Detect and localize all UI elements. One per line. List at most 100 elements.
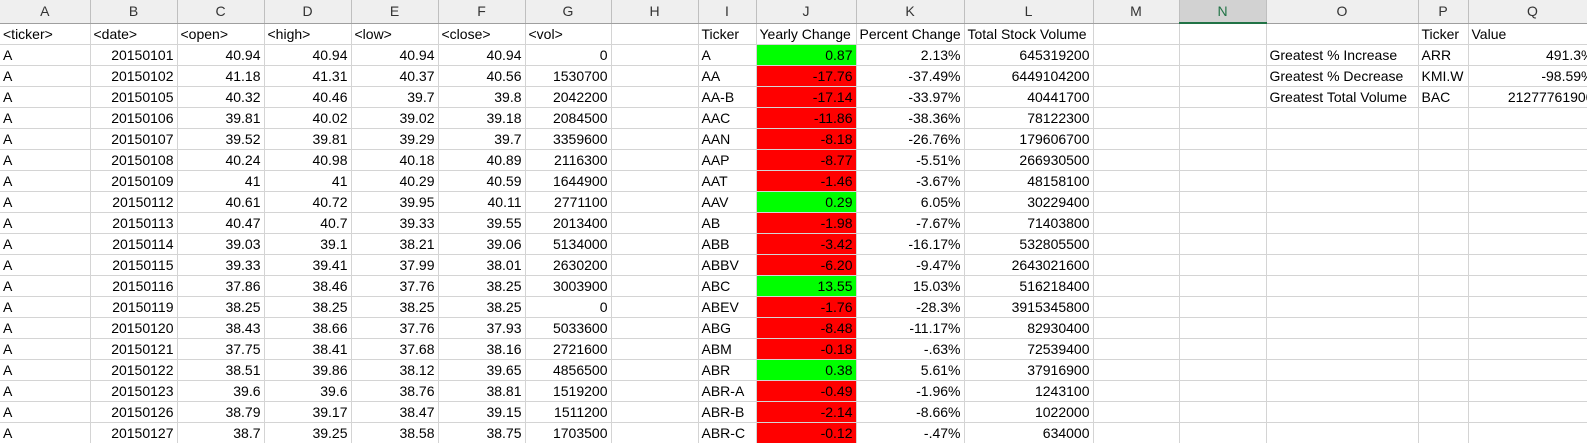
cell-m6[interactable] bbox=[1093, 128, 1180, 150]
cell-f16[interactable]: 38.16 bbox=[438, 338, 526, 360]
cell-l6[interactable]: 179606700 bbox=[964, 128, 1094, 150]
cell-c19[interactable]: 38.79 bbox=[177, 401, 265, 423]
cell-b4[interactable]: 20150105 bbox=[90, 86, 178, 108]
cell-g14[interactable]: 0 bbox=[525, 296, 612, 318]
cell-j4[interactable]: -17.14 bbox=[756, 86, 857, 108]
cell-k9[interactable]: 6.05% bbox=[856, 191, 965, 213]
cell-c13[interactable]: 37.86 bbox=[177, 275, 265, 297]
cell-e3[interactable]: 40.37 bbox=[351, 65, 439, 87]
cell-n3[interactable] bbox=[1179, 65, 1267, 87]
cell-d20[interactable]: 39.25 bbox=[264, 422, 352, 443]
cell-e19[interactable]: 38.47 bbox=[351, 401, 439, 423]
cell-n8[interactable] bbox=[1179, 170, 1267, 192]
cell-e20[interactable]: 38.58 bbox=[351, 422, 439, 443]
cell-n4[interactable] bbox=[1179, 86, 1267, 108]
cell-j17[interactable]: 0.38 bbox=[756, 359, 857, 381]
cell-c4[interactable]: 40.32 bbox=[177, 86, 265, 108]
cell-b3[interactable]: 20150102 bbox=[90, 65, 178, 87]
cell-l16[interactable]: 72539400 bbox=[964, 338, 1094, 360]
cell-q5[interactable] bbox=[1468, 107, 1587, 129]
cell-q4[interactable]: 21277761900 bbox=[1468, 86, 1587, 108]
cell-p11[interactable] bbox=[1418, 233, 1469, 255]
cell-d2[interactable]: 40.94 bbox=[264, 44, 352, 66]
cell-q20[interactable] bbox=[1468, 422, 1587, 443]
cell-f17[interactable]: 39.65 bbox=[438, 359, 526, 381]
cell-p20[interactable] bbox=[1418, 422, 1469, 443]
cell-g19[interactable]: 1511200 bbox=[525, 401, 612, 423]
cell-b6[interactable]: 20150107 bbox=[90, 128, 178, 150]
cell-q11[interactable] bbox=[1468, 233, 1587, 255]
cell-o13[interactable] bbox=[1266, 275, 1419, 297]
cell-a7[interactable]: A bbox=[0, 149, 91, 171]
cell-d11[interactable]: 39.1 bbox=[264, 233, 352, 255]
cell-k8[interactable]: -3.67% bbox=[856, 170, 965, 192]
cell-j15[interactable]: -8.48 bbox=[756, 317, 857, 339]
cell-e8[interactable]: 40.29 bbox=[351, 170, 439, 192]
cell-c1[interactable]: <open> bbox=[177, 23, 265, 45]
cell-o8[interactable] bbox=[1266, 170, 1419, 192]
cell-j7[interactable]: -8.77 bbox=[756, 149, 857, 171]
cell-k4[interactable]: -33.97% bbox=[856, 86, 965, 108]
cell-g13[interactable]: 3003900 bbox=[525, 275, 612, 297]
cell-n18[interactable] bbox=[1179, 380, 1267, 402]
cell-n15[interactable] bbox=[1179, 317, 1267, 339]
cell-a15[interactable]: A bbox=[0, 317, 91, 339]
cell-j12[interactable]: -6.20 bbox=[756, 254, 857, 276]
cell-k7[interactable]: -5.51% bbox=[856, 149, 965, 171]
cell-m7[interactable] bbox=[1093, 149, 1180, 171]
cell-m12[interactable] bbox=[1093, 254, 1180, 276]
cell-f3[interactable]: 40.56 bbox=[438, 65, 526, 87]
cell-d19[interactable]: 39.17 bbox=[264, 401, 352, 423]
cell-g1[interactable]: <vol> bbox=[525, 23, 612, 45]
cell-p14[interactable] bbox=[1418, 296, 1469, 318]
cell-p9[interactable] bbox=[1418, 191, 1469, 213]
cell-h14[interactable] bbox=[611, 296, 699, 318]
cell-f14[interactable]: 38.25 bbox=[438, 296, 526, 318]
cell-q3[interactable]: -98.59% bbox=[1468, 65, 1587, 87]
cell-m2[interactable] bbox=[1093, 44, 1180, 66]
cell-k6[interactable]: -26.76% bbox=[856, 128, 965, 150]
cell-c2[interactable]: 40.94 bbox=[177, 44, 265, 66]
cell-g16[interactable]: 2721600 bbox=[525, 338, 612, 360]
cell-o12[interactable] bbox=[1266, 254, 1419, 276]
cell-p4[interactable]: BAC bbox=[1418, 86, 1469, 108]
cell-g9[interactable]: 2771100 bbox=[525, 191, 612, 213]
cell-o3[interactable]: Greatest % Decrease bbox=[1266, 65, 1419, 87]
cell-e4[interactable]: 39.7 bbox=[351, 86, 439, 108]
cell-b10[interactable]: 20150113 bbox=[90, 212, 178, 234]
cell-m11[interactable] bbox=[1093, 233, 1180, 255]
column-header-q[interactable]: Q bbox=[1468, 0, 1587, 24]
cell-i3[interactable]: AA bbox=[698, 65, 757, 87]
cell-o9[interactable] bbox=[1266, 191, 1419, 213]
cell-p15[interactable] bbox=[1418, 317, 1469, 339]
cell-j13[interactable]: 13.55 bbox=[756, 275, 857, 297]
cell-m8[interactable] bbox=[1093, 170, 1180, 192]
cell-m10[interactable] bbox=[1093, 212, 1180, 234]
cell-o10[interactable] bbox=[1266, 212, 1419, 234]
cell-h3[interactable] bbox=[611, 65, 699, 87]
cell-j16[interactable]: -0.18 bbox=[756, 338, 857, 360]
cell-g12[interactable]: 2630200 bbox=[525, 254, 612, 276]
cell-l4[interactable]: 40441700 bbox=[964, 86, 1094, 108]
cell-b7[interactable]: 20150108 bbox=[90, 149, 178, 171]
cell-m17[interactable] bbox=[1093, 359, 1180, 381]
cell-l20[interactable]: 634000 bbox=[964, 422, 1094, 443]
cell-f5[interactable]: 39.18 bbox=[438, 107, 526, 129]
cell-i18[interactable]: ABR-A bbox=[698, 380, 757, 402]
column-header-g[interactable]: G bbox=[525, 0, 612, 24]
cell-f8[interactable]: 40.59 bbox=[438, 170, 526, 192]
cell-k20[interactable]: -.47% bbox=[856, 422, 965, 443]
cell-d1[interactable]: <high> bbox=[264, 23, 352, 45]
column-header-a[interactable]: A bbox=[0, 0, 91, 24]
cell-j5[interactable]: -11.86 bbox=[756, 107, 857, 129]
cell-j6[interactable]: -8.18 bbox=[756, 128, 857, 150]
cell-i8[interactable]: AAT bbox=[698, 170, 757, 192]
cell-f1[interactable]: <close> bbox=[438, 23, 526, 45]
column-header-p[interactable]: P bbox=[1418, 0, 1469, 24]
column-header-f[interactable]: F bbox=[438, 0, 526, 24]
cell-k15[interactable]: -11.17% bbox=[856, 317, 965, 339]
cell-l18[interactable]: 1243100 bbox=[964, 380, 1094, 402]
cell-e1[interactable]: <low> bbox=[351, 23, 439, 45]
cell-g18[interactable]: 1519200 bbox=[525, 380, 612, 402]
cell-a4[interactable]: A bbox=[0, 86, 91, 108]
